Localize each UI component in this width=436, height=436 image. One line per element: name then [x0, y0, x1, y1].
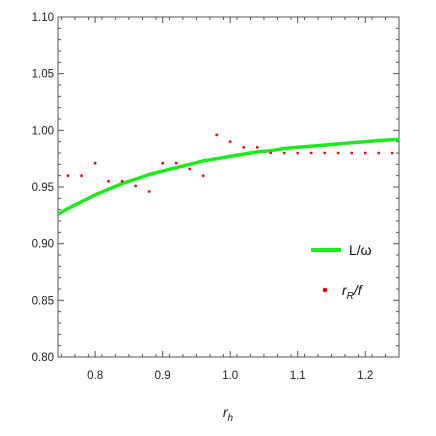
data-point-rR-f [174, 161, 178, 165]
data-point-rR-f [350, 151, 354, 155]
legend-dot-swatch [322, 287, 328, 293]
data-point-rR-f [296, 151, 300, 155]
legend-dot-label-main: r [342, 282, 348, 298]
plot-area [57, 133, 400, 216]
x-tick-label: 1.1 [290, 370, 306, 382]
data-point-rR-f [215, 133, 219, 137]
data-point-rR-f [282, 151, 286, 155]
x-tick-label: 1.2 [357, 370, 373, 382]
data-point-rR-f [228, 140, 232, 144]
data-point-rR-f [390, 151, 394, 155]
data-point-rR-f [255, 145, 259, 149]
x-axis: 0.8 0.9 1.0 1.1 1.2 [60, 17, 400, 382]
y-axis: 0.80 0.85 0.90 0.95 1.00 1.05 1.10 [32, 12, 399, 364]
y-tick-label: 0.85 [32, 295, 54, 307]
data-point-rR-f [161, 161, 165, 165]
plot-frame [57, 16, 400, 358]
data-point-rR-f [147, 190, 151, 193]
x-axis-label-main: r [223, 404, 229, 420]
data-point-rR-f [93, 161, 97, 165]
data-point-rR-f [188, 167, 192, 171]
x-tick-label: 0.8 [87, 370, 103, 382]
data-point-rR-f [107, 179, 110, 183]
legend-dot-label: rR/f [342, 282, 364, 302]
data-point-rR-f [323, 151, 327, 155]
data-point-rR-f [336, 151, 340, 155]
data-point-rR-f [363, 151, 367, 155]
x-tick-label: 1.0 [222, 370, 238, 382]
data-point-rR-f [269, 151, 273, 155]
data-point-rR-f [80, 174, 83, 178]
y-tick-label: 0.95 [32, 182, 54, 194]
series-line-L-omega [57, 137, 400, 216]
legend-line-label: L/ω [349, 242, 372, 258]
legend-dot-label-sub: R [347, 291, 354, 302]
legend: L/ω rR/f [311, 242, 372, 302]
y-tick-label: 0.90 [32, 239, 54, 251]
y-tick-label: 1.00 [32, 125, 54, 137]
data-point-rR-f [120, 179, 124, 183]
legend-dot-label-rest: /f [353, 282, 364, 298]
y-tick-label: 1.10 [32, 12, 54, 24]
data-point-rR-f [201, 174, 205, 178]
x-axis-label-sub: h [228, 413, 234, 424]
data-point-rR-f [134, 184, 138, 188]
data-point-rR-f [242, 145, 246, 149]
data-point-rR-f [377, 151, 381, 155]
y-tick-label: 1.05 [32, 69, 54, 81]
data-point-rR-f [309, 151, 313, 155]
y-tick-label: 0.80 [32, 352, 54, 364]
x-tick-label: 0.9 [155, 370, 171, 382]
data-point-rR-f [66, 174, 70, 178]
x-axis-label: rh [223, 404, 234, 424]
